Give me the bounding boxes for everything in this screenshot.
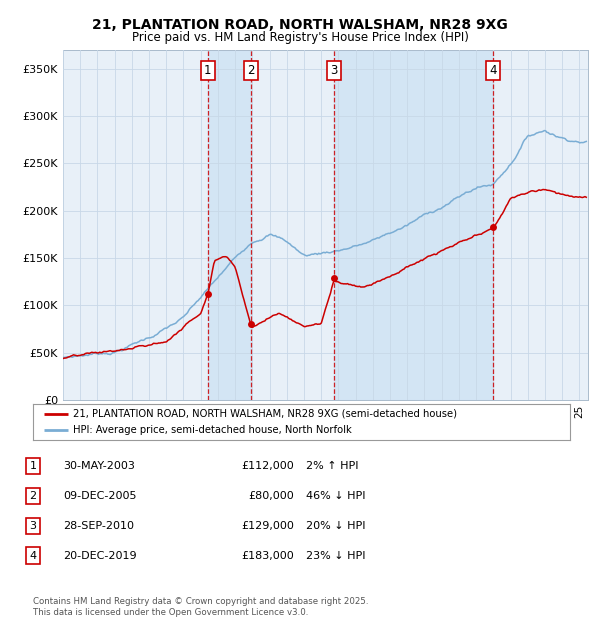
- Text: 30-MAY-2003: 30-MAY-2003: [63, 461, 135, 471]
- Text: 2: 2: [248, 64, 255, 77]
- Text: 20% ↓ HPI: 20% ↓ HPI: [306, 521, 365, 531]
- Text: 2: 2: [29, 491, 37, 501]
- Text: £129,000: £129,000: [241, 521, 294, 531]
- Text: 3: 3: [330, 64, 338, 77]
- Text: £80,000: £80,000: [248, 491, 294, 501]
- Text: £112,000: £112,000: [241, 461, 294, 471]
- Text: 20-DEC-2019: 20-DEC-2019: [63, 551, 137, 560]
- Text: Contains HM Land Registry data © Crown copyright and database right 2025.
This d: Contains HM Land Registry data © Crown c…: [33, 598, 368, 617]
- Text: 46% ↓ HPI: 46% ↓ HPI: [306, 491, 365, 501]
- Bar: [334, 50, 493, 400]
- Text: 1: 1: [204, 64, 212, 77]
- Text: 3: 3: [29, 521, 37, 531]
- Text: 21, PLANTATION ROAD, NORTH WALSHAM, NR28 9XG (semi-detached house): 21, PLANTATION ROAD, NORTH WALSHAM, NR28…: [73, 409, 457, 419]
- Text: 23% ↓ HPI: 23% ↓ HPI: [306, 551, 365, 560]
- Text: 2% ↑ HPI: 2% ↑ HPI: [306, 461, 359, 471]
- Bar: [208, 50, 251, 400]
- Text: 4: 4: [29, 551, 37, 560]
- Text: 4: 4: [489, 64, 497, 77]
- Text: HPI: Average price, semi-detached house, North Norfolk: HPI: Average price, semi-detached house,…: [73, 425, 352, 435]
- Text: 09-DEC-2005: 09-DEC-2005: [63, 491, 137, 501]
- Text: 1: 1: [29, 461, 37, 471]
- Text: £183,000: £183,000: [241, 551, 294, 560]
- Text: 28-SEP-2010: 28-SEP-2010: [63, 521, 134, 531]
- Text: Price paid vs. HM Land Registry's House Price Index (HPI): Price paid vs. HM Land Registry's House …: [131, 31, 469, 43]
- Text: 21, PLANTATION ROAD, NORTH WALSHAM, NR28 9XG: 21, PLANTATION ROAD, NORTH WALSHAM, NR28…: [92, 18, 508, 32]
